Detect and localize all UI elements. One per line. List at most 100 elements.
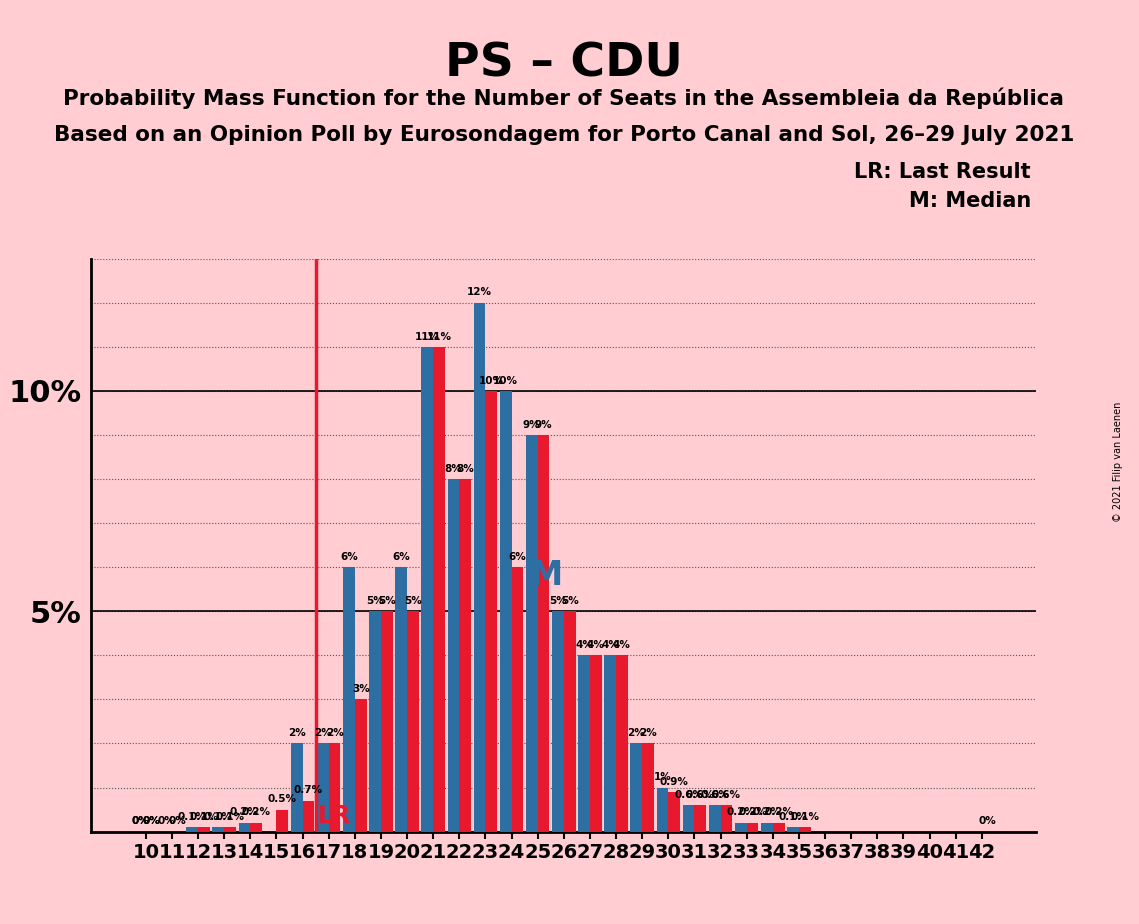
Text: LR: Last Result: LR: Last Result (854, 162, 1031, 182)
Bar (238, 822, 251, 832)
Bar (395, 567, 407, 832)
Text: 5%: 5% (367, 596, 384, 606)
Text: 4%: 4% (601, 640, 620, 650)
Bar (355, 699, 367, 832)
Text: 5%: 5% (404, 596, 421, 606)
Text: 0%: 0% (131, 816, 149, 826)
Text: 0.1%: 0.1% (215, 812, 245, 822)
Text: 2%: 2% (326, 728, 344, 738)
Bar (448, 479, 459, 832)
Bar (708, 805, 721, 832)
Bar (552, 612, 564, 832)
Bar (251, 822, 262, 832)
Bar (721, 805, 732, 832)
Text: 11%: 11% (415, 332, 440, 342)
Bar (656, 787, 669, 832)
Bar (290, 744, 303, 832)
Text: 0.9%: 0.9% (659, 777, 689, 786)
Text: 3%: 3% (352, 684, 369, 694)
Text: 8%: 8% (444, 464, 462, 474)
Bar (213, 827, 224, 832)
Text: 2%: 2% (314, 728, 331, 738)
Bar (682, 805, 695, 832)
Bar (605, 655, 616, 832)
Text: 0.2%: 0.2% (738, 808, 767, 818)
Text: 6%: 6% (392, 552, 410, 562)
Bar (787, 827, 798, 832)
Bar (459, 479, 472, 832)
Bar (343, 567, 355, 832)
Text: 0.6%: 0.6% (700, 790, 729, 800)
Bar (579, 655, 590, 832)
Bar (564, 612, 575, 832)
Text: 4%: 4% (587, 640, 605, 650)
Text: 0%: 0% (142, 816, 161, 826)
Text: 8%: 8% (457, 464, 474, 474)
Bar (380, 612, 393, 832)
Bar (187, 827, 198, 832)
Bar (695, 805, 706, 832)
Text: 2%: 2% (288, 728, 305, 738)
Bar (747, 822, 759, 832)
Text: 0.5%: 0.5% (268, 795, 297, 804)
Text: 0.1%: 0.1% (178, 812, 206, 822)
Bar (616, 655, 628, 832)
Text: 0.2%: 0.2% (764, 808, 793, 818)
Text: 0.1%: 0.1% (189, 812, 219, 822)
Text: Based on an Opinion Poll by Eurosondagem for Porto Canal and Sol, 26–29 July 202: Based on an Opinion Poll by Eurosondagem… (54, 125, 1074, 145)
Text: 2%: 2% (628, 728, 645, 738)
Bar (511, 567, 523, 832)
Text: 11%: 11% (427, 332, 451, 342)
Bar (772, 822, 785, 832)
Bar (474, 303, 485, 832)
Bar (277, 809, 288, 832)
Text: 0.1%: 0.1% (790, 812, 819, 822)
Text: 0.2%: 0.2% (753, 808, 781, 818)
Text: 5%: 5% (560, 596, 579, 606)
Bar (485, 391, 498, 832)
Bar (421, 346, 433, 832)
Text: 6%: 6% (508, 552, 526, 562)
Text: 0.2%: 0.2% (727, 808, 755, 818)
Text: 10%: 10% (493, 376, 518, 385)
Bar (642, 744, 654, 832)
Text: M: M (530, 559, 563, 591)
Text: 0.2%: 0.2% (241, 808, 271, 818)
Text: 0.1%: 0.1% (204, 812, 232, 822)
Bar (630, 744, 642, 832)
Text: 4%: 4% (575, 640, 593, 650)
Text: 5%: 5% (378, 596, 395, 606)
Text: 12%: 12% (467, 287, 492, 298)
Bar (761, 822, 772, 832)
Text: Probability Mass Function for the Number of Seats in the Assembleia da República: Probability Mass Function for the Number… (64, 88, 1064, 109)
Bar (303, 801, 314, 832)
Bar (669, 792, 680, 832)
Bar (198, 827, 210, 832)
Bar (433, 346, 445, 832)
Text: M: Median: M: Median (909, 191, 1031, 212)
Text: 2%: 2% (639, 728, 657, 738)
Text: 0%: 0% (169, 816, 187, 826)
Bar (798, 827, 811, 832)
Text: 9%: 9% (523, 419, 541, 430)
Text: 0.6%: 0.6% (712, 790, 740, 800)
Bar (224, 827, 236, 832)
Bar (369, 612, 380, 832)
Text: 0.1%: 0.1% (779, 812, 808, 822)
Bar (500, 391, 511, 832)
Text: 0%: 0% (157, 816, 175, 826)
Bar (329, 744, 341, 832)
Text: 0.6%: 0.6% (674, 790, 703, 800)
Text: 6%: 6% (341, 552, 358, 562)
Text: 0%: 0% (131, 816, 149, 826)
Bar (526, 435, 538, 832)
Text: 4%: 4% (613, 640, 631, 650)
Bar (407, 612, 419, 832)
Text: 10%: 10% (478, 376, 503, 385)
Text: LR: LR (318, 804, 351, 828)
Bar (735, 822, 747, 832)
Text: 0%: 0% (978, 816, 997, 826)
Text: 0.2%: 0.2% (230, 808, 259, 818)
Text: 5%: 5% (549, 596, 567, 606)
Text: 0.6%: 0.6% (686, 790, 715, 800)
